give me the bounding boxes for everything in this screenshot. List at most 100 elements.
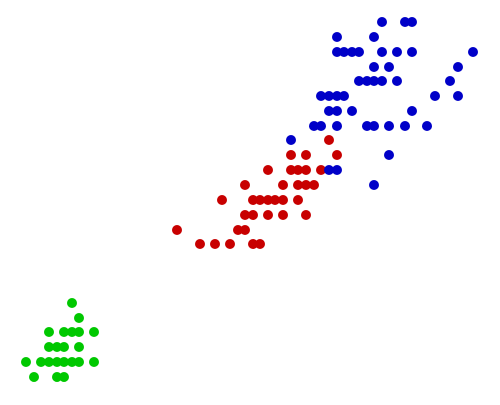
point bbox=[52, 372, 62, 382]
point bbox=[339, 91, 349, 101]
point bbox=[377, 17, 387, 27]
point bbox=[240, 210, 250, 220]
point bbox=[362, 76, 372, 86]
point bbox=[67, 327, 77, 337]
point bbox=[347, 106, 357, 116]
point bbox=[422, 121, 432, 131]
point bbox=[453, 62, 463, 72]
point bbox=[400, 17, 410, 27]
point bbox=[301, 150, 311, 160]
point bbox=[89, 357, 99, 367]
point bbox=[255, 195, 265, 205]
point bbox=[332, 150, 342, 160]
point bbox=[407, 47, 417, 57]
point bbox=[248, 210, 258, 220]
point bbox=[74, 342, 84, 352]
point bbox=[354, 47, 364, 57]
point bbox=[392, 47, 402, 57]
point bbox=[301, 180, 311, 190]
point bbox=[332, 91, 342, 101]
point bbox=[332, 47, 342, 57]
point bbox=[195, 239, 205, 249]
point bbox=[347, 47, 357, 57]
point bbox=[233, 225, 243, 235]
point bbox=[384, 121, 394, 131]
point bbox=[67, 298, 77, 308]
point bbox=[210, 239, 220, 249]
point bbox=[89, 327, 99, 337]
point bbox=[453, 91, 463, 101]
point bbox=[332, 121, 342, 131]
point bbox=[293, 195, 303, 205]
point bbox=[270, 195, 280, 205]
point bbox=[44, 327, 54, 337]
point bbox=[225, 239, 235, 249]
point bbox=[44, 342, 54, 352]
point bbox=[286, 135, 296, 145]
point bbox=[384, 62, 394, 72]
point bbox=[36, 357, 46, 367]
point bbox=[392, 76, 402, 86]
point bbox=[217, 195, 227, 205]
point bbox=[369, 121, 379, 131]
point bbox=[316, 165, 326, 175]
point bbox=[324, 91, 334, 101]
point bbox=[59, 342, 69, 352]
point bbox=[324, 165, 334, 175]
point bbox=[263, 210, 273, 220]
point bbox=[74, 357, 84, 367]
point bbox=[377, 76, 387, 86]
point bbox=[240, 225, 250, 235]
point bbox=[445, 76, 455, 86]
point bbox=[44, 357, 54, 367]
point bbox=[240, 180, 250, 190]
point bbox=[59, 327, 69, 337]
point bbox=[263, 195, 273, 205]
point bbox=[430, 91, 440, 101]
point bbox=[59, 357, 69, 367]
point bbox=[172, 225, 182, 235]
point bbox=[301, 165, 311, 175]
point bbox=[263, 165, 273, 175]
point bbox=[293, 165, 303, 175]
point bbox=[377, 47, 387, 57]
point bbox=[255, 239, 265, 249]
point bbox=[362, 121, 372, 131]
point bbox=[286, 150, 296, 160]
point bbox=[354, 76, 364, 86]
point bbox=[324, 106, 334, 116]
point bbox=[369, 76, 379, 86]
point bbox=[316, 91, 326, 101]
point bbox=[407, 17, 417, 27]
point bbox=[369, 32, 379, 42]
point bbox=[407, 106, 417, 116]
point bbox=[301, 210, 311, 220]
point bbox=[248, 195, 258, 205]
point bbox=[286, 165, 296, 175]
point bbox=[332, 165, 342, 175]
point bbox=[309, 180, 319, 190]
point bbox=[400, 121, 410, 131]
point bbox=[52, 342, 62, 352]
point bbox=[384, 150, 394, 160]
point bbox=[59, 372, 69, 382]
point bbox=[278, 180, 288, 190]
point bbox=[332, 106, 342, 116]
point bbox=[52, 357, 62, 367]
point bbox=[339, 47, 349, 57]
point bbox=[316, 121, 326, 131]
point bbox=[278, 210, 288, 220]
point bbox=[369, 62, 379, 72]
point bbox=[332, 32, 342, 42]
point bbox=[293, 180, 303, 190]
point bbox=[248, 239, 258, 249]
point bbox=[369, 180, 379, 190]
point bbox=[324, 135, 334, 145]
point bbox=[278, 195, 288, 205]
point bbox=[309, 121, 319, 131]
point bbox=[468, 47, 478, 57]
point bbox=[67, 357, 77, 367]
point bbox=[74, 327, 84, 337]
point bbox=[74, 313, 84, 323]
